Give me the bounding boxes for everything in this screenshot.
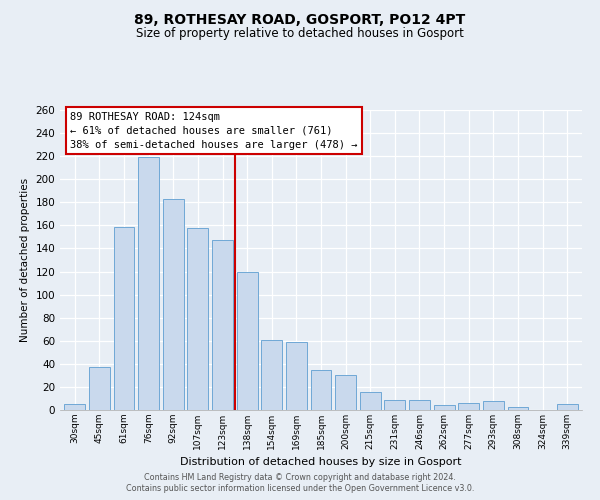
Text: Contains HM Land Registry data © Crown copyright and database right 2024.: Contains HM Land Registry data © Crown c… — [144, 472, 456, 482]
Bar — [236, 272, 257, 410]
Bar — [557, 404, 578, 410]
Bar — [212, 240, 233, 410]
Text: Contains public sector information licensed under the Open Government Licence v3: Contains public sector information licen… — [126, 484, 474, 493]
Bar — [311, 370, 331, 410]
Text: Size of property relative to detached houses in Gosport: Size of property relative to detached ho… — [136, 28, 464, 40]
Bar — [187, 228, 208, 410]
Bar — [483, 401, 504, 410]
Bar — [64, 404, 85, 410]
Bar — [335, 376, 356, 410]
Bar — [113, 226, 134, 410]
Bar — [89, 368, 110, 410]
Bar — [163, 199, 184, 410]
Y-axis label: Number of detached properties: Number of detached properties — [20, 178, 30, 342]
Bar — [360, 392, 381, 410]
Bar — [138, 158, 159, 410]
Bar — [458, 403, 479, 410]
Bar — [286, 342, 307, 410]
Bar — [409, 400, 430, 410]
X-axis label: Distribution of detached houses by size in Gosport: Distribution of detached houses by size … — [180, 458, 462, 468]
Text: 89, ROTHESAY ROAD, GOSPORT, PO12 4PT: 89, ROTHESAY ROAD, GOSPORT, PO12 4PT — [134, 12, 466, 26]
Bar — [508, 406, 529, 410]
Bar — [261, 340, 282, 410]
Bar — [385, 400, 406, 410]
Bar — [434, 406, 455, 410]
Text: 89 ROTHESAY ROAD: 124sqm
← 61% of detached houses are smaller (761)
38% of semi-: 89 ROTHESAY ROAD: 124sqm ← 61% of detach… — [70, 112, 358, 150]
